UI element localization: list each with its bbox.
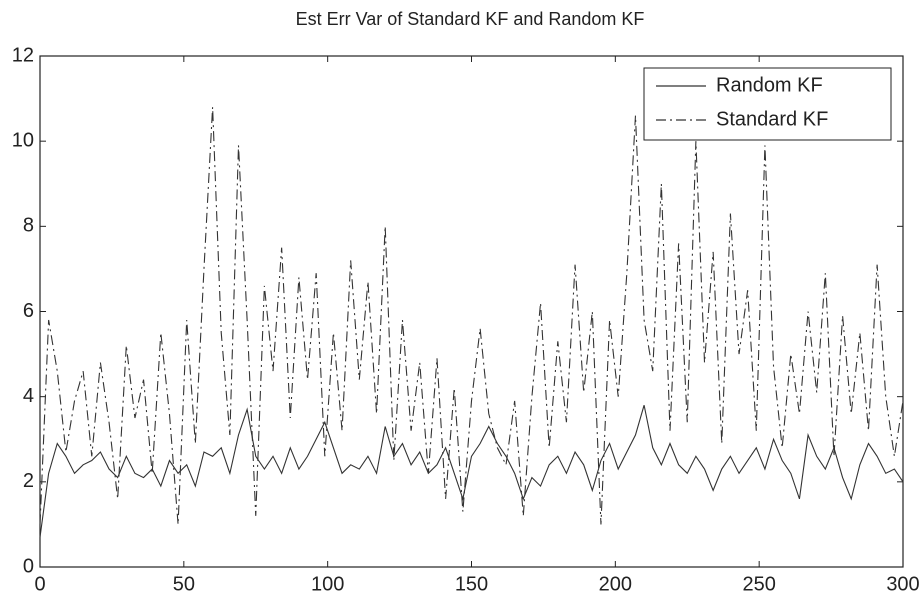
y-tick-label: 12 <box>12 44 34 66</box>
x-tick-label: 50 <box>173 573 195 595</box>
x-tick-label: 200 <box>599 573 632 595</box>
y-tick-label: 6 <box>23 300 34 322</box>
x-tick-label: 150 <box>455 573 488 595</box>
y-tick-label: 4 <box>23 385 34 407</box>
y-tick-label: 2 <box>23 470 34 492</box>
x-tick-label: 0 <box>34 573 45 595</box>
y-tick-label: 10 <box>12 129 34 151</box>
series-line <box>39 405 904 538</box>
y-tick-label: 8 <box>23 215 34 237</box>
series-line <box>39 107 904 525</box>
legend-label: Standard KF <box>716 108 828 130</box>
legend-label: Random KF <box>716 74 823 96</box>
legend-box <box>643 67 892 141</box>
chart-title: Est Err Var of Standard KF and Random KF <box>296 9 645 29</box>
x-tick-label: 100 <box>311 573 344 595</box>
x-tick-label: 250 <box>742 573 775 595</box>
x-tick-label: 300 <box>886 573 919 595</box>
y-tick-label: 0 <box>23 555 34 577</box>
